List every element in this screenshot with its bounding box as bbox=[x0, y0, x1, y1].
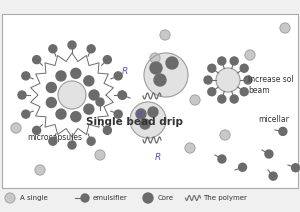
Circle shape bbox=[46, 82, 56, 92]
Circle shape bbox=[33, 126, 41, 134]
Text: R: R bbox=[122, 67, 128, 77]
Circle shape bbox=[118, 91, 126, 99]
Circle shape bbox=[150, 62, 162, 74]
Circle shape bbox=[118, 91, 127, 99]
Circle shape bbox=[154, 74, 166, 86]
Circle shape bbox=[71, 68, 81, 78]
Circle shape bbox=[84, 104, 94, 114]
Circle shape bbox=[280, 23, 290, 33]
Circle shape bbox=[114, 110, 122, 118]
Circle shape bbox=[33, 56, 41, 64]
Text: A single: A single bbox=[20, 195, 48, 201]
Circle shape bbox=[292, 164, 299, 172]
Circle shape bbox=[84, 76, 94, 86]
Circle shape bbox=[208, 88, 216, 96]
Circle shape bbox=[136, 109, 146, 119]
Circle shape bbox=[81, 194, 89, 202]
Circle shape bbox=[114, 72, 122, 80]
Circle shape bbox=[230, 57, 238, 65]
Circle shape bbox=[240, 88, 248, 96]
Circle shape bbox=[140, 119, 150, 129]
Circle shape bbox=[185, 143, 195, 153]
Circle shape bbox=[11, 123, 21, 133]
Circle shape bbox=[204, 76, 212, 84]
Circle shape bbox=[46, 98, 56, 107]
Circle shape bbox=[56, 71, 66, 81]
Circle shape bbox=[49, 45, 57, 53]
Circle shape bbox=[58, 81, 86, 109]
Text: emulsifier: emulsifier bbox=[93, 195, 128, 201]
Text: micellar: micellar bbox=[258, 116, 289, 124]
Text: Core: Core bbox=[158, 195, 174, 201]
Circle shape bbox=[166, 57, 178, 69]
Text: The polymer: The polymer bbox=[203, 195, 247, 201]
Circle shape bbox=[144, 53, 188, 97]
Circle shape bbox=[216, 68, 240, 92]
Circle shape bbox=[35, 165, 45, 175]
Circle shape bbox=[238, 163, 247, 171]
Circle shape bbox=[208, 64, 216, 72]
Circle shape bbox=[218, 155, 226, 163]
Circle shape bbox=[103, 126, 111, 134]
Circle shape bbox=[244, 76, 252, 84]
Circle shape bbox=[279, 127, 287, 135]
Text: R: R bbox=[155, 153, 161, 163]
Circle shape bbox=[87, 137, 95, 145]
Circle shape bbox=[265, 150, 273, 158]
Circle shape bbox=[269, 172, 277, 180]
Bar bbox=[2, 14, 298, 188]
Circle shape bbox=[5, 193, 15, 203]
Polygon shape bbox=[31, 53, 113, 137]
Circle shape bbox=[218, 95, 226, 103]
Circle shape bbox=[87, 45, 95, 53]
Text: Increase sol
beam: Increase sol beam bbox=[248, 75, 294, 95]
Circle shape bbox=[240, 64, 248, 72]
Circle shape bbox=[190, 95, 200, 105]
Circle shape bbox=[218, 57, 226, 65]
Circle shape bbox=[68, 41, 76, 49]
Circle shape bbox=[95, 150, 105, 160]
Circle shape bbox=[71, 112, 81, 122]
Circle shape bbox=[22, 72, 30, 80]
Text: microcapsules: microcapsules bbox=[28, 134, 82, 142]
Circle shape bbox=[96, 98, 104, 106]
Circle shape bbox=[89, 90, 99, 100]
Circle shape bbox=[22, 110, 30, 118]
Circle shape bbox=[103, 56, 111, 64]
Circle shape bbox=[220, 130, 230, 140]
Circle shape bbox=[49, 137, 57, 145]
Circle shape bbox=[130, 102, 166, 138]
Circle shape bbox=[18, 91, 26, 99]
Circle shape bbox=[245, 50, 255, 60]
Circle shape bbox=[143, 193, 153, 203]
Text: R: R bbox=[137, 110, 143, 120]
Circle shape bbox=[148, 107, 158, 117]
Circle shape bbox=[56, 109, 66, 119]
Circle shape bbox=[160, 30, 170, 40]
Text: Single bead drip: Single bead drip bbox=[86, 117, 184, 127]
Circle shape bbox=[150, 53, 160, 63]
Circle shape bbox=[68, 141, 76, 149]
Circle shape bbox=[230, 95, 238, 103]
